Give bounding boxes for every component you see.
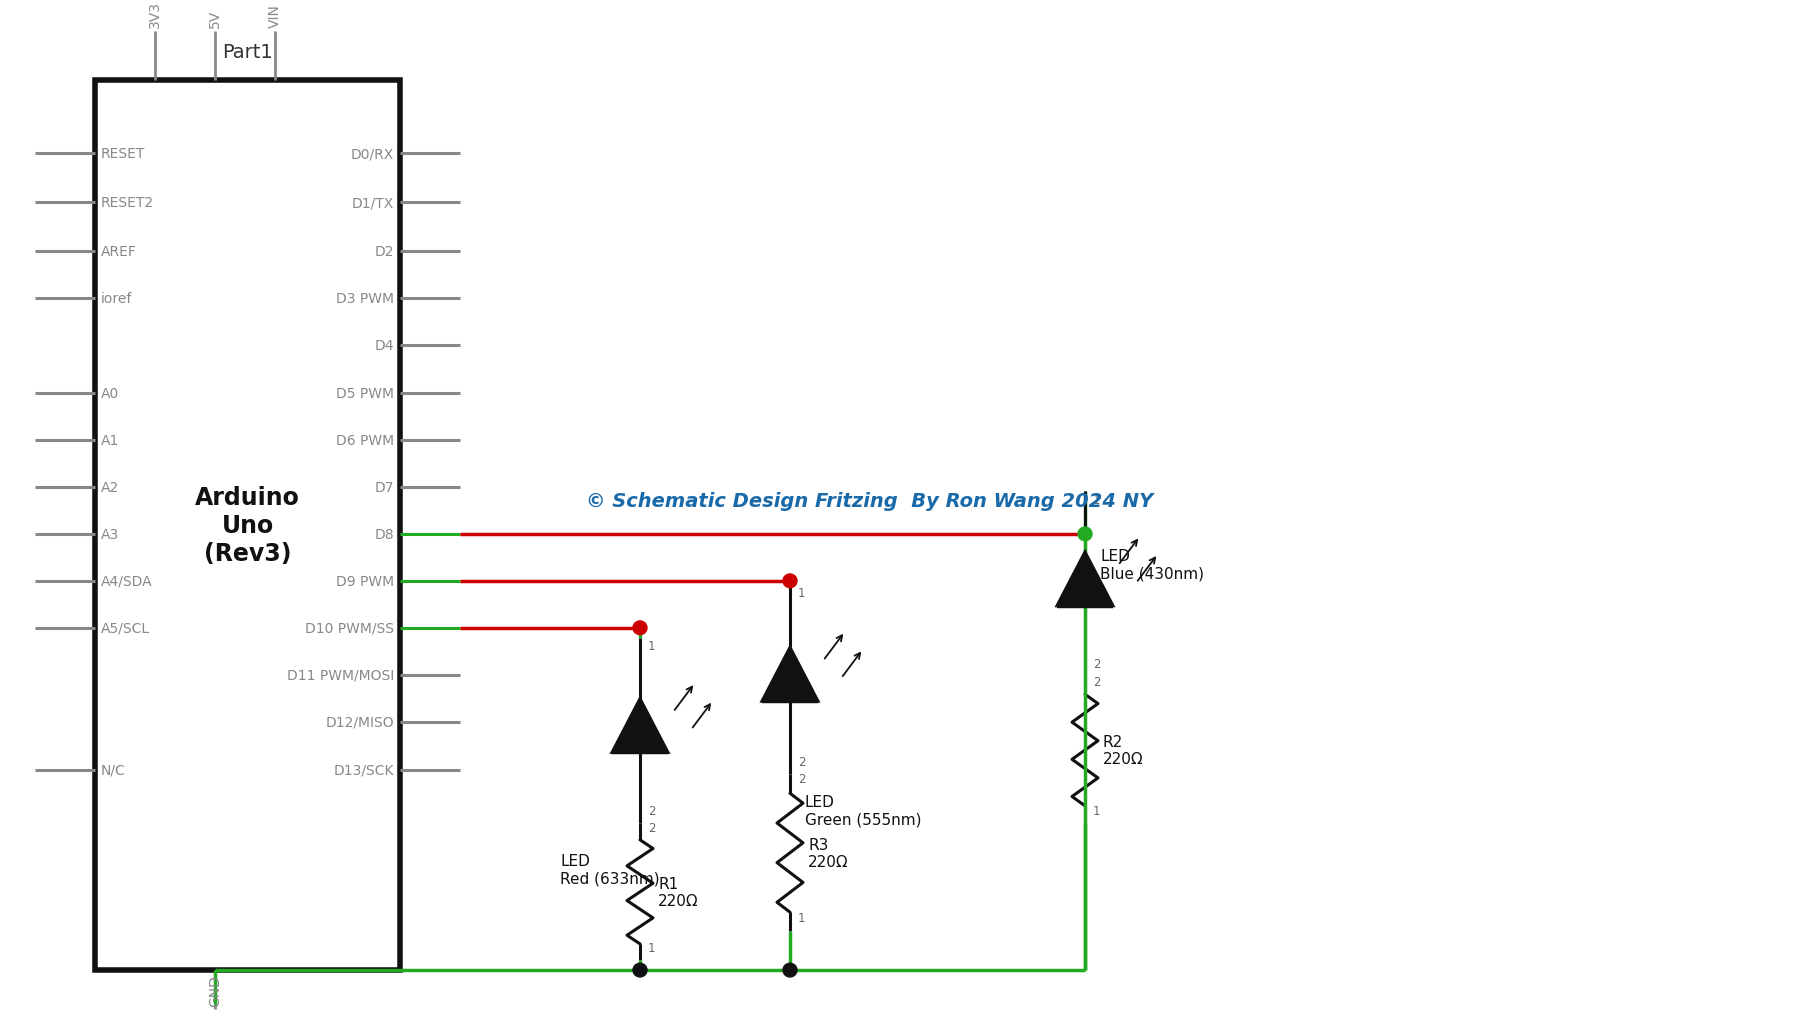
Text: Part1: Part1	[223, 43, 274, 61]
Text: LED
Red (633nm): LED Red (633nm)	[560, 853, 660, 886]
Text: 1: 1	[647, 941, 656, 954]
Text: N/C: N/C	[102, 763, 125, 776]
Text: D8: D8	[373, 528, 393, 541]
Text: D9 PWM: D9 PWM	[335, 575, 393, 588]
Text: R1
220Ω: R1 220Ω	[658, 875, 698, 908]
Polygon shape	[613, 699, 667, 753]
Text: RESET: RESET	[102, 148, 145, 161]
Circle shape	[783, 575, 798, 588]
Text: 3V3: 3V3	[149, 1, 161, 29]
Text: LED
Green (555nm): LED Green (555nm)	[805, 794, 921, 826]
Text: D2: D2	[375, 245, 393, 259]
Text: D3 PWM: D3 PWM	[335, 291, 393, 306]
Circle shape	[783, 963, 798, 977]
Text: D4: D4	[375, 338, 393, 353]
Circle shape	[1079, 528, 1091, 541]
Polygon shape	[761, 648, 818, 701]
Text: A4/SDA: A4/SDA	[102, 575, 152, 588]
Text: D10 PWM/SS: D10 PWM/SS	[305, 622, 393, 635]
Text: AREF: AREF	[102, 245, 136, 259]
Text: A5/SCL: A5/SCL	[102, 622, 150, 635]
Text: D13/SCK: D13/SCK	[334, 763, 393, 776]
Text: 2: 2	[798, 772, 805, 786]
Text: VIN: VIN	[268, 4, 283, 29]
Text: GND: GND	[208, 974, 221, 1006]
Text: 2: 2	[1093, 675, 1100, 688]
Text: RESET2: RESET2	[102, 196, 154, 210]
Text: D6 PWM: D6 PWM	[335, 433, 393, 447]
Text: 1: 1	[647, 640, 656, 652]
Text: D1/TX: D1/TX	[352, 196, 393, 210]
Text: R2
220Ω: R2 220Ω	[1102, 734, 1144, 766]
Text: 1: 1	[1093, 804, 1100, 817]
Circle shape	[633, 963, 647, 977]
Text: D11 PWM/MOSI: D11 PWM/MOSI	[286, 668, 393, 682]
Text: Arduino
Uno
(Rev3): Arduino Uno (Rev3)	[196, 486, 299, 566]
Text: D7: D7	[375, 481, 393, 494]
Text: 2: 2	[798, 755, 805, 768]
Text: 2: 2	[647, 804, 656, 817]
Text: 1: 1	[798, 586, 805, 599]
Text: D5 PWM: D5 PWM	[335, 386, 393, 400]
Text: A3: A3	[102, 528, 120, 541]
Text: A1: A1	[102, 433, 120, 447]
Text: 1: 1	[1093, 493, 1100, 506]
Text: D0/RX: D0/RX	[350, 148, 393, 161]
Text: 2: 2	[647, 821, 656, 835]
Text: LED
Blue (430nm): LED Blue (430nm)	[1100, 548, 1204, 581]
Text: ioref: ioref	[102, 291, 132, 306]
Text: 2: 2	[1093, 657, 1100, 671]
Circle shape	[633, 622, 647, 635]
Polygon shape	[1057, 552, 1113, 606]
Text: A0: A0	[102, 386, 120, 400]
Bar	[94, 81, 401, 970]
Text: R3
220Ω: R3 220Ω	[809, 837, 848, 869]
Text: D12/MISO: D12/MISO	[325, 715, 393, 729]
Text: 5V: 5V	[208, 10, 221, 29]
Text: © Schematic Design Fritzing  By Ron Wang 2024 NY: © Schematic Design Fritzing By Ron Wang …	[586, 491, 1153, 511]
Text: A2: A2	[102, 481, 120, 494]
Text: 1: 1	[798, 911, 805, 924]
